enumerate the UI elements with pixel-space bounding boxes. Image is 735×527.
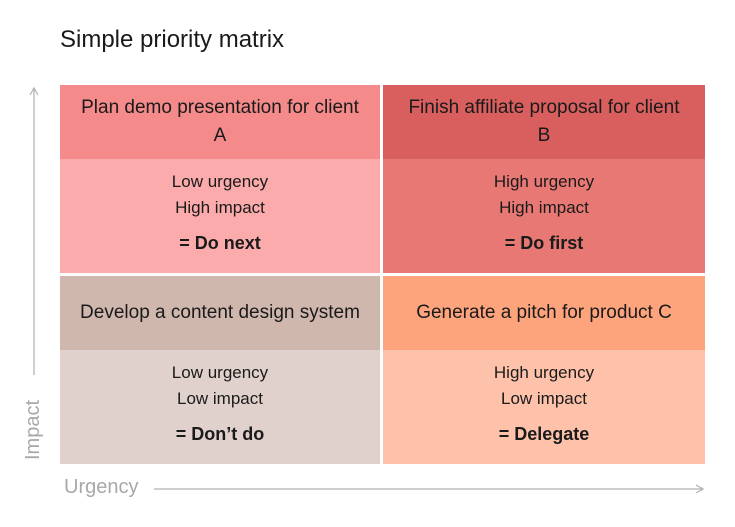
x-axis-label: Urgency <box>64 476 139 498</box>
quadrant-verdict: = Don’t do <box>175 424 265 444</box>
priority-matrix: Plan demo presentation for client A Low … <box>60 85 705 464</box>
urgency-level: Low urgency <box>171 363 269 382</box>
quadrant-details: High urgency High impact = Do first <box>383 159 705 273</box>
y-axis-arrow <box>29 86 39 375</box>
quadrant-do-first: Finish affiliate proposal for client B H… <box>383 85 705 273</box>
quadrant-delegate: Generate a pitch for product C High urge… <box>383 276 705 464</box>
y-axis-label: Impact <box>22 399 44 460</box>
urgency-level: High urgency <box>493 172 595 191</box>
quadrant-verdict: = Do next <box>179 233 261 253</box>
quadrant-task: Finish affiliate proposal for client B <box>383 85 705 159</box>
impact-level: Low impact <box>177 389 263 408</box>
quadrant-details: High urgency Low impact = Delegate <box>383 350 705 464</box>
impact-level: Low impact <box>501 389 587 408</box>
urgency-level: High urgency <box>493 363 595 382</box>
quadrant-details: Low urgency Low impact = Don’t do <box>60 350 380 464</box>
quadrant-verdict: = Delegate <box>498 424 590 444</box>
quadrant-dont-do: Develop a content design system Low urge… <box>60 276 380 464</box>
x-axis-arrow <box>154 484 705 494</box>
quadrant-task: Plan demo presentation for client A <box>60 85 380 159</box>
impact-level: High impact <box>499 198 589 217</box>
quadrant-task: Generate a pitch for product C <box>383 276 705 350</box>
quadrant-do-next: Plan demo presentation for client A Low … <box>60 85 380 273</box>
impact-level: High impact <box>175 198 265 217</box>
quadrant-task: Develop a content design system <box>60 276 380 350</box>
quadrant-verdict: = Do first <box>504 233 584 253</box>
urgency-level: Low urgency <box>171 172 269 191</box>
matrix-title: Simple priority matrix <box>60 26 285 53</box>
quadrant-details: Low urgency High impact = Do next <box>60 159 380 273</box>
